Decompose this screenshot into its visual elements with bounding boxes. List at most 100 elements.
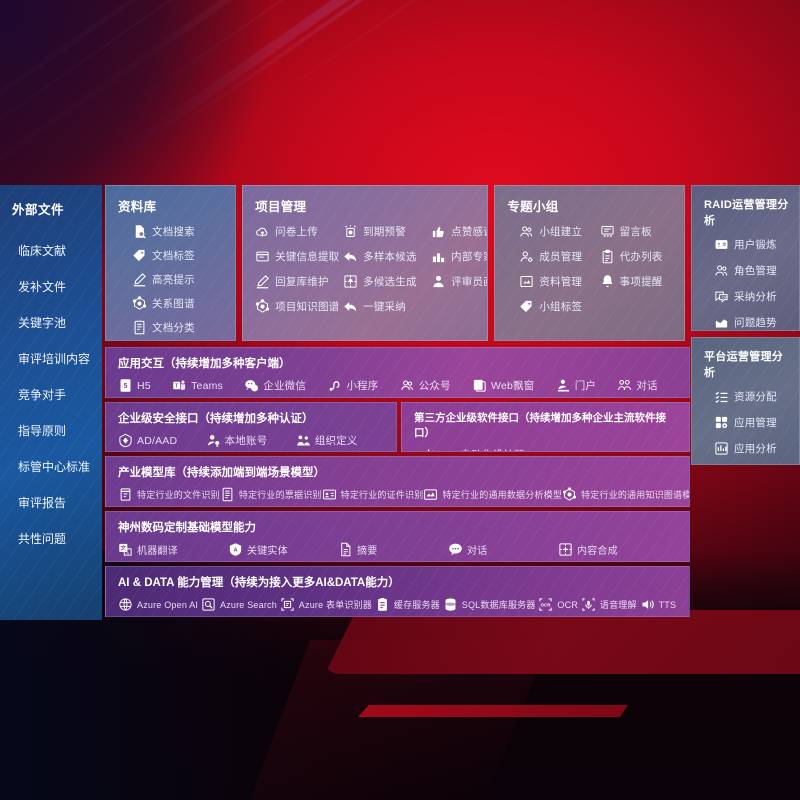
raid-item-user-training[interactable]: 用户锻炼: [714, 237, 789, 252]
security-item-local-account[interactable]: 本地账号: [206, 433, 296, 448]
dcits-item-label: 内容合成: [577, 546, 618, 557]
ai-item-azure-openai[interactable]: Azure Open AI: [118, 597, 201, 612]
interaction-item-label: 对话: [636, 380, 658, 392]
ai-item-cache-server[interactable]: 缓存服务器: [375, 597, 443, 612]
sidebar-item-review-report[interactable]: 审评报告: [18, 495, 67, 510]
interaction-item-wechat-work[interactable]: 企业微信: [244, 378, 327, 393]
security-item-org-definition[interactable]: 组织定义: [296, 433, 386, 448]
sidebar-item-competitors[interactable]: 竞争对手: [18, 387, 67, 402]
industry-item-invoice-recognition[interactable]: 特定行业的票据识别: [220, 487, 322, 502]
ai-item-form-recognizer[interactable]: Azure 表单识别器: [280, 597, 375, 612]
library-item-doc-classify[interactable]: 文档分类: [132, 320, 225, 335]
project-item-thanks[interactable]: 点赞感谢: [431, 224, 487, 239]
project-item-multi-sample[interactable]: 多样本候选: [343, 249, 431, 264]
interaction-item-h5[interactable]: 5 H5: [118, 378, 172, 393]
group-item-todo-list[interactable]: 代办列表: [600, 249, 674, 264]
project-item-due-alert[interactable]: 到期预警: [343, 224, 431, 239]
third-party-item-api-designer[interactable]: API自动化设计器: [414, 447, 525, 451]
graph-icon: [255, 299, 270, 314]
sidebar-item-clinical-literature[interactable]: 临床文献: [18, 243, 67, 258]
sidebar-item-keyword-pool[interactable]: 关键字池: [18, 315, 67, 330]
thumbs-up-icon: [431, 224, 446, 239]
industry-item-knowledge-graph-model[interactable]: 特定行业的通用知识图谱模型: [562, 487, 689, 502]
interaction-item-official-account[interactable]: 公众号: [400, 378, 472, 393]
sidebar-item-guidelines[interactable]: 指导原则: [18, 423, 67, 438]
ai-item-voice-understanding[interactable]: 语音理解: [581, 597, 640, 612]
project-item-key-info-extract[interactable]: 关键信息提取: [255, 249, 343, 264]
decor-shape-b: [358, 705, 628, 717]
project-item-one-click-adopt[interactable]: 一键采纳: [343, 299, 431, 314]
project-item-label: 一键采纳: [363, 301, 406, 313]
group-item-label: 资料管理: [539, 276, 583, 288]
project-item-reply-library[interactable]: 回复库维护: [255, 274, 343, 289]
teams-icon: T: [172, 378, 187, 393]
band-app-interaction: 应用交互（持续增加多种客户端） 5 H5 T Teams 企业微信 小程序: [105, 347, 690, 398]
library-item-doc-search[interactable]: 文档搜索: [132, 224, 225, 239]
group-item-create[interactable]: 小组建立: [519, 224, 593, 239]
interaction-item-portal[interactable]: 门户: [556, 378, 618, 393]
ai-item-label: TTS: [658, 599, 677, 610]
invoice-icon: [220, 487, 235, 502]
sidebar-item-standards-center[interactable]: 标管中心标准: [18, 459, 91, 474]
group-item-material-mgmt[interactable]: 资料管理: [519, 274, 593, 289]
ai-item-tts[interactable]: TTS: [640, 597, 679, 612]
ai-item-azure-search[interactable]: Azure Search: [201, 597, 280, 612]
industry-item-label: 特定行业的票据识别: [238, 490, 322, 500]
band-interaction-title: 应用交互（持续增加多种客户端）: [118, 358, 291, 370]
ai-item-ocr[interactable]: OCR OCR: [538, 597, 580, 612]
ai-item-sql-database[interactable]: SQL数据库服务器: [443, 597, 539, 612]
project-item-label: 到期预警: [363, 226, 406, 238]
sidebar-title: 外部文件: [12, 203, 65, 217]
group-item-member-mgmt[interactable]: 成员管理: [519, 249, 593, 264]
interaction-item-label: 门户: [574, 380, 597, 392]
security-item-ad-aad[interactable]: AD/AAD: [118, 433, 206, 448]
interaction-item-teams[interactable]: T Teams: [172, 378, 244, 393]
band-third-party-interface: 第三方企业级软件接口（持续增加多种企业主流软件接口） API自动化设计器: [401, 402, 690, 452]
project-item-expert-ranking[interactable]: 内部专家排名: [431, 249, 487, 264]
summary-icon: [338, 542, 353, 557]
project-item-multi-candidate[interactable]: 多候选生成: [343, 274, 431, 289]
id-card-icon: [714, 237, 729, 252]
library-item-doc-tag[interactable]: 文档标签: [132, 248, 225, 263]
group-item-label: 代办列表: [619, 251, 663, 263]
raid-item-role-mgmt[interactable]: 角色管理: [714, 263, 789, 278]
project-item-knowledge-graph[interactable]: 项目知识图谱: [255, 299, 343, 314]
card-group-items: 小组建立 留言板 成员管理 代办列表: [507, 224, 674, 314]
card-platform-analytics: 平台运营管理分析 资源分配 应用管理 应用分析: [691, 337, 800, 465]
interaction-item-web-window[interactable]: Web飘窗: [472, 378, 556, 393]
card-project-title: 项目管理: [255, 200, 307, 214]
shield-icon: [118, 433, 133, 448]
interface-band-row: 企业级安全接口（持续增加多种认证） AD/AAD 本地账号 组织定义: [105, 402, 690, 456]
group-item-group-tag[interactable]: 小组标签: [519, 299, 593, 314]
sidebar-item-supplementary-docs[interactable]: 发补文件: [18, 279, 67, 294]
miniprogram-icon: [327, 378, 342, 393]
sidebar-item-review-training[interactable]: 审评培训内容: [18, 351, 91, 366]
dcits-item-summary[interactable]: 摘要: [338, 542, 448, 557]
group-item-reminder[interactable]: 事项提醒: [600, 274, 674, 289]
interaction-item-label: Teams: [191, 379, 224, 392]
industry-item-data-analysis-model[interactable]: 特定行业的通用数据分析模型: [423, 487, 562, 502]
dcits-item-key-entity[interactable]: A 关键实体: [228, 542, 338, 557]
project-item-reviewer-profile[interactable]: 评审员画像: [431, 274, 487, 289]
library-item-knowledge-graph[interactable]: 关系图谱: [132, 296, 225, 311]
industry-item-id-recognition[interactable]: 特定行业的证件识别: [322, 487, 424, 502]
project-item-survey-upload[interactable]: 问卷上传: [255, 224, 343, 239]
raid-item-issue-trend[interactable]: 问题趋势: [714, 315, 789, 330]
file-search-icon: [132, 224, 147, 239]
raid-item-adoption-analysis[interactable]: QA 采纳分析: [714, 289, 789, 304]
interaction-item-miniprogram[interactable]: 小程序: [327, 378, 399, 393]
interaction-item-dialog[interactable]: 对话: [617, 378, 679, 393]
expand-icon: [343, 274, 358, 289]
platform-item-resource-allocation[interactable]: 资源分配: [714, 389, 789, 404]
industry-item-file-recognition[interactable]: 特定行业的文件识别: [118, 487, 220, 502]
platform-item-app-analytics[interactable]: 应用分析: [714, 441, 789, 456]
platform-item-app-mgmt[interactable]: 应用管理: [714, 415, 789, 430]
dcits-item-content-synthesis[interactable]: 内容合成: [558, 542, 668, 557]
band-third-party-items: API自动化设计器: [414, 447, 679, 451]
dcits-item-dialog[interactable]: 对话: [448, 542, 558, 557]
message-board-icon: [600, 224, 615, 239]
library-item-highlight[interactable]: 高亮提示: [132, 272, 225, 287]
sidebar-item-common-issues[interactable]: 共性问题: [18, 531, 67, 546]
group-item-message-board[interactable]: 留言板: [600, 224, 674, 239]
